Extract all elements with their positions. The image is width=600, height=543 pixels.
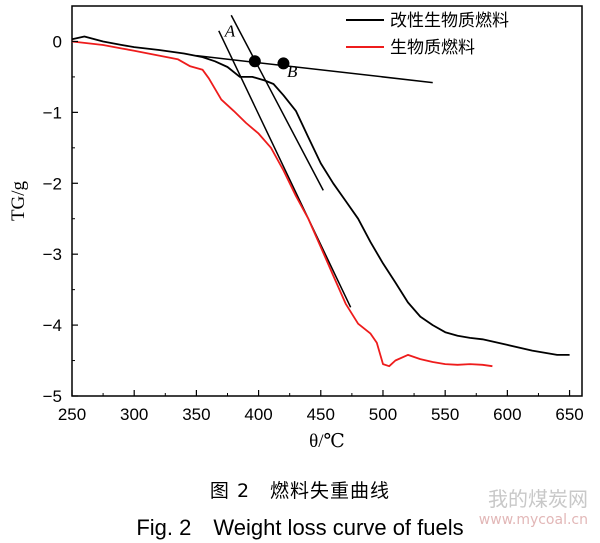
tangent-line [230, 14, 324, 191]
markers [248, 55, 290, 70]
watermark-title: 我的煤炭网 [488, 487, 588, 511]
x-tick-label: 650 [555, 405, 583, 424]
x-tick-label: 600 [493, 405, 521, 424]
x-tick-label: 350 [182, 405, 210, 424]
legend-label-modified: 改性生物质燃料 [390, 11, 509, 31]
annotation-label: B [287, 62, 298, 81]
tangent-lines [196, 14, 433, 308]
watermark-url: www.mycoal.cn [478, 512, 588, 528]
y-axis-title: TG/g [8, 180, 29, 221]
tangent-line [218, 30, 352, 308]
y-tick-label: −1 [43, 103, 62, 122]
x-tick-label: 250 [58, 405, 86, 424]
x-tick-label: 550 [431, 405, 459, 424]
y-ticks: 0 −1 −2 −3 −4 −5 [43, 32, 78, 406]
x-ticks: 250 300 350 400 450 500 550 600 650 [58, 390, 584, 424]
y-tick-label: −2 [43, 174, 62, 193]
legend-label-biomass: 生物质燃料 [390, 38, 475, 58]
plot-frame [71, 5, 583, 397]
x-axis-title: θ/℃ [309, 431, 345, 452]
x-tick-label: 300 [120, 405, 148, 424]
annotations: AB [224, 21, 298, 80]
y-tick-label: −4 [43, 316, 62, 335]
tg-chart: AB 250 300 350 400 450 500 550 600 650 0−1−2−3−4… [8, 5, 584, 452]
series-group [71, 35, 570, 368]
legend: 改性生物质燃料 生物质燃料 [346, 11, 509, 58]
series-line [71, 40, 493, 368]
x-tick-label: 400 [244, 405, 272, 424]
intersection-marker [248, 55, 261, 68]
y-tick-label: −5 [43, 387, 62, 406]
intersection-marker [277, 57, 290, 70]
annotation-label: A [224, 21, 236, 40]
watermark: 我的煤炭网 www.mycoal.cn [479, 483, 588, 528]
y-tick-label: −3 [43, 245, 62, 264]
y-tick-label: 0 [53, 32, 62, 51]
caption-chinese: 图 2 燃料失重曲线 [209, 480, 391, 502]
x-tick-label: 500 [369, 405, 397, 424]
caption-english: Fig. 2 Weight loss curve of fuels [136, 515, 464, 540]
x-tick-label: 450 [307, 405, 335, 424]
tangent-line [196, 54, 433, 84]
series-line [71, 35, 570, 356]
